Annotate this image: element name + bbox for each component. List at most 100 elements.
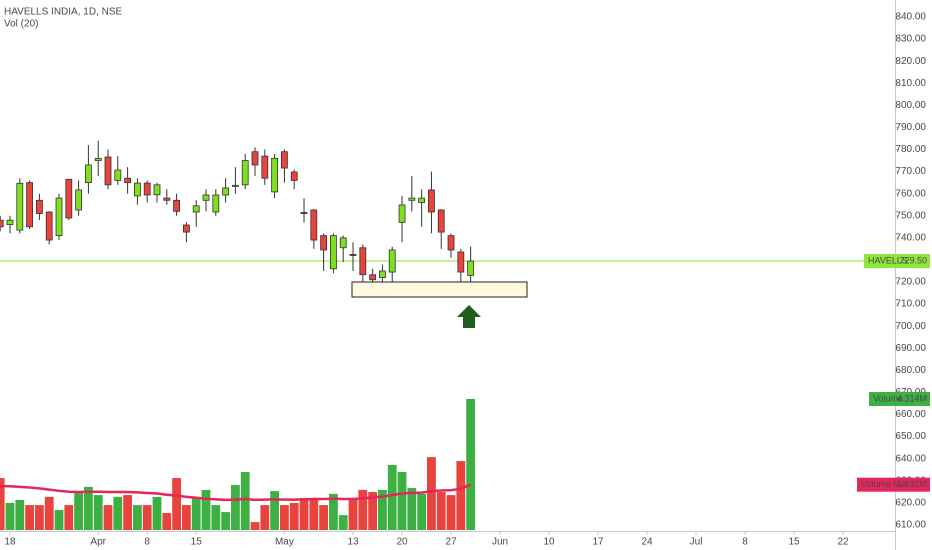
x-tick-label: Jun (492, 537, 508, 548)
badge-name: HAVELLS (868, 255, 908, 265)
y-tick-label: 640.00 (895, 453, 926, 464)
volume-bar (358, 489, 368, 530)
y-tick-label: 830.00 (895, 34, 926, 45)
candle-body (212, 194, 220, 213)
candle-body (359, 247, 367, 276)
x-tick-label: May (275, 537, 294, 548)
volume-bar (270, 491, 280, 530)
volume-bar (280, 505, 289, 530)
x-tick-label: Apr (90, 537, 106, 548)
candle-body (339, 237, 347, 249)
candle-body (437, 209, 445, 233)
candle-body (134, 182, 141, 197)
candle-body (16, 182, 24, 231)
candle-body (114, 169, 122, 181)
candle-body (457, 251, 465, 273)
x-tick-label: 22 (837, 537, 849, 548)
volume-bar (182, 505, 191, 530)
x-tick-label: 20 (396, 537, 408, 548)
candle-body (124, 177, 132, 184)
candle-body (65, 178, 73, 219)
volume-bar (319, 505, 329, 530)
volume-bar (211, 505, 221, 530)
volume-bar (133, 505, 142, 530)
candle-body (428, 189, 435, 213)
badge-name: Volume (873, 393, 903, 403)
candle-body (281, 151, 288, 169)
volume-bar (34, 505, 44, 530)
candle-body (232, 184, 239, 187)
badge (864, 254, 930, 269)
y-tick-label: 800.00 (895, 100, 926, 111)
volume-bar (456, 461, 466, 530)
volume-bar (446, 495, 456, 530)
volume-bar (152, 496, 162, 530)
x-tick-label: 8 (742, 537, 748, 548)
x-tick-label: Jul (690, 537, 703, 548)
candle-body (300, 212, 308, 214)
candle-body (6, 219, 14, 225)
badge (869, 391, 930, 406)
y-tick-label: 720.00 (895, 277, 926, 288)
volume-bar (299, 498, 309, 530)
candle-body (55, 197, 63, 237)
x-tick-label: 18 (4, 537, 16, 548)
indicator-title: Vol (20) (4, 19, 38, 30)
volume-bar (25, 505, 34, 530)
y-tick-label: 750.00 (895, 210, 926, 221)
badge-name: Volume MA (861, 479, 907, 489)
candle-body (0, 219, 4, 228)
volume-bar (436, 492, 446, 530)
candle-body (349, 253, 357, 256)
volume-bar (84, 486, 93, 530)
volume-bar (417, 493, 427, 530)
candle-body (379, 270, 386, 278)
y-tick-label: 690.00 (895, 343, 926, 354)
candle-body (320, 235, 328, 251)
volume-bar (74, 492, 84, 530)
candle-body (26, 182, 33, 228)
volume-bar (260, 505, 270, 530)
candle-body (143, 182, 151, 196)
candle-body (94, 157, 102, 161)
volume-bar (172, 478, 182, 530)
candle-body (261, 155, 269, 179)
x-tick-label: 13 (347, 537, 359, 548)
volume-bar (348, 498, 358, 530)
volume-bar (162, 512, 172, 530)
volume-bar (64, 505, 74, 530)
candle-body (202, 194, 210, 201)
x-tick-label: 10 (543, 537, 555, 548)
volume-bar (466, 398, 476, 530)
candle-body (183, 224, 190, 233)
candle-body (45, 211, 53, 241)
volume-bar (289, 502, 299, 530)
x-tick-label: 15 (191, 537, 203, 548)
x-tick-label: 15 (788, 537, 800, 548)
y-tick-label: 620.00 (895, 497, 926, 508)
candle-body (153, 184, 161, 196)
y-tick-label: 820.00 (895, 56, 926, 67)
volume-bar (240, 471, 250, 530)
x-tick-label: 24 (641, 537, 653, 548)
y-tick-label: 710.00 (895, 299, 926, 310)
chart-title: HAVELLS INDIA, 1D, NSE (4, 7, 123, 18)
volume-bar (387, 465, 397, 530)
axes: 610.00620.00630.00640.00650.00660.00670.… (4, 12, 930, 548)
volume-bar (0, 478, 5, 530)
volume-bar (250, 522, 260, 530)
candle-body (173, 199, 181, 212)
candle-body (163, 197, 171, 201)
y-tick-label: 810.00 (895, 78, 926, 89)
volume-bar (54, 509, 64, 530)
volume-bar (231, 485, 240, 530)
y-tick-label: 650.00 (895, 431, 926, 442)
candle-body (222, 187, 230, 196)
candle-body (290, 171, 298, 181)
badge-value: 4.314M (897, 393, 927, 403)
candle-body (35, 199, 43, 214)
volume-bar (113, 496, 123, 530)
candle-body (251, 151, 259, 166)
y-tick-label: 790.00 (895, 122, 926, 133)
